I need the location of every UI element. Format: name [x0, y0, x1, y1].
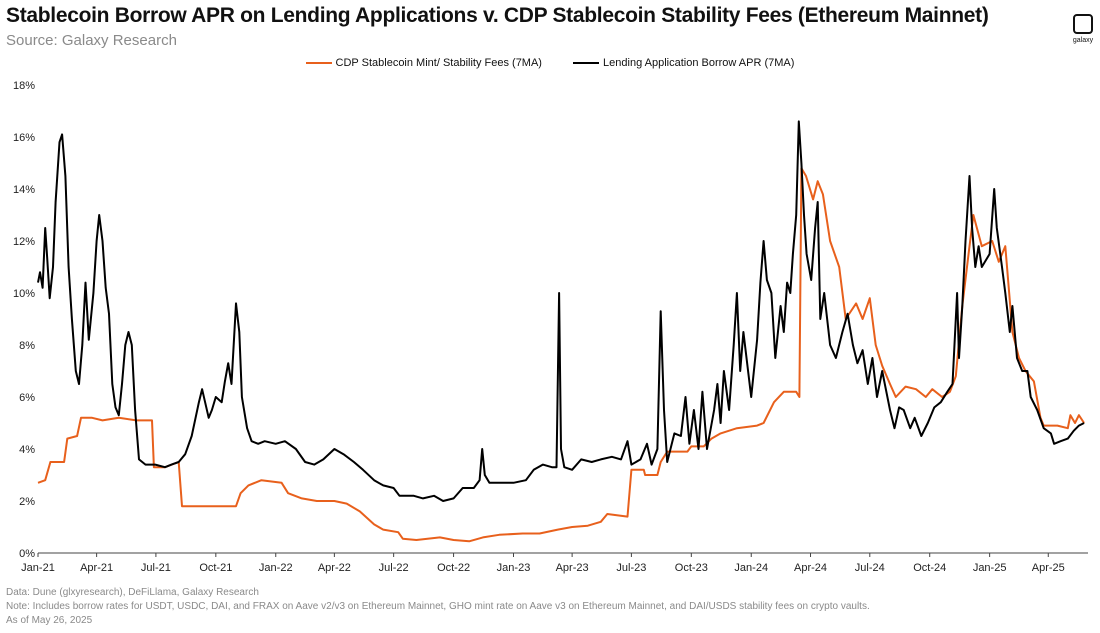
legend-label-cdp: CDP Stablecoin Mint/ Stability Fees (7MA… [335, 57, 542, 69]
y-tick-label: 2% [19, 496, 35, 508]
galaxy-logo: galaxy [1068, 14, 1098, 44]
x-tick-label: Oct-24 [913, 562, 946, 574]
x-tick-label: Oct-22 [437, 562, 470, 574]
chart-footer: Data: Dune (glxyresearch), DeFiLlama, Ga… [6, 586, 870, 628]
chart-title: Stablecoin Borrow APR on Lending Applica… [6, 4, 989, 27]
legend-item-lending: Lending Application Borrow APR (7MA) [573, 57, 794, 69]
footer-data-source: Data: Dune (glxyresearch), DeFiLlama, Ga… [6, 587, 259, 598]
legend-label-lending: Lending Application Borrow APR (7MA) [603, 57, 795, 69]
legend-swatch-cdp [305, 62, 332, 64]
galaxy-logo-text: galaxy [1072, 37, 1094, 44]
series-line-cdp-fees [37, 167, 1085, 543]
y-tick-label: 6% [19, 392, 35, 404]
y-tick-label: 4% [19, 444, 35, 456]
series-line-lending-apr [37, 120, 1085, 502]
x-tick-label: Apr-24 [794, 562, 827, 574]
y-tick-label: 12% [13, 236, 35, 248]
footer-as-of: As of May 26, 2025 [6, 615, 93, 626]
x-tick-label: Jul-23 [616, 562, 646, 574]
legend-item-cdp: CDP Stablecoin Mint/ Stability Fees (7MA… [305, 57, 542, 69]
x-tick-label: Jan-23 [497, 562, 531, 574]
x-tick-label: Jul-21 [141, 562, 171, 574]
chart-legend: CDP Stablecoin Mint/ Stability Fees (7MA… [0, 55, 1100, 69]
y-tick-label: 18% [13, 80, 35, 92]
x-tick-label: Apr-23 [556, 562, 589, 574]
y-tick-label: 16% [13, 132, 35, 144]
x-tick-label: Jan-25 [973, 562, 1007, 574]
x-tick-label: Jan-21 [21, 562, 55, 574]
galaxy-logo-icon [1073, 14, 1093, 34]
x-tick-label: Oct-21 [199, 562, 232, 574]
y-tick-label: 14% [13, 184, 35, 196]
x-tick-label: Jan-24 [734, 562, 768, 574]
x-tick-label: Apr-22 [318, 562, 351, 574]
y-tick-label: 10% [13, 288, 35, 300]
x-tick-label: Apr-21 [80, 562, 113, 574]
x-tick-label: Oct-23 [675, 562, 708, 574]
y-tick-label: 8% [19, 340, 35, 352]
x-tick-label: Jul-22 [379, 562, 409, 574]
chart-subtitle: Source: Galaxy Research [6, 32, 177, 49]
footer-note: Note: Includes borrow rates for USDT, US… [6, 601, 870, 612]
y-tick-label: 0% [19, 548, 35, 560]
legend-swatch-lending [573, 62, 600, 64]
x-tick-label: Apr-25 [1032, 562, 1065, 574]
x-tick-label: Jul-24 [855, 562, 885, 574]
x-tick-label: Jan-22 [259, 562, 293, 574]
